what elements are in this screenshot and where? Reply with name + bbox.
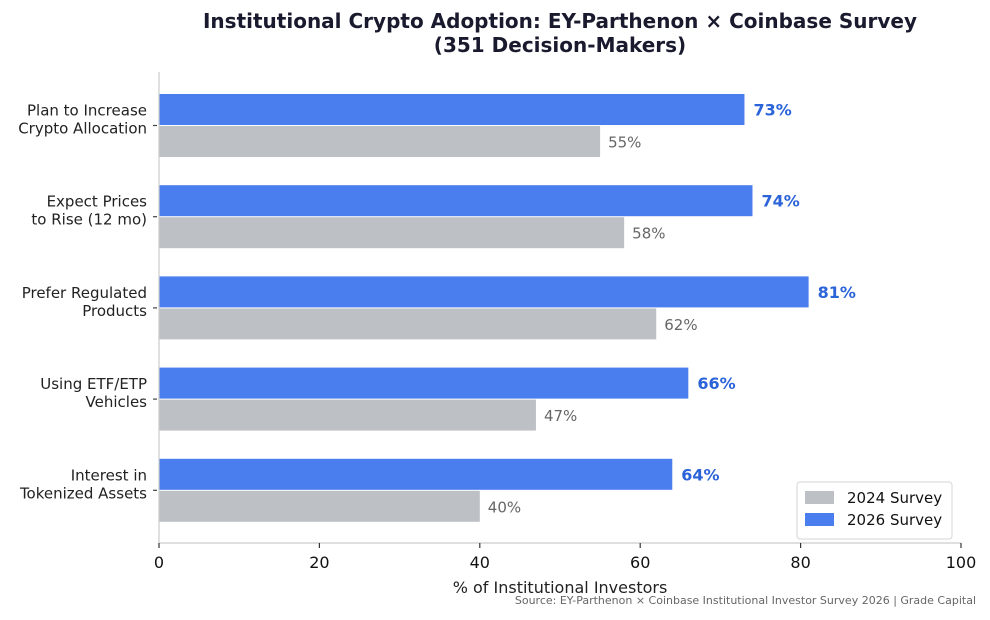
legend-label: 2024 Survey bbox=[847, 489, 942, 507]
bar-2026-survey bbox=[159, 276, 809, 308]
value-labels-layer: 73% 55% 74% 58% 81% 62% 66% 47% 64% 40% bbox=[488, 101, 856, 517]
value-label-2024: 55% bbox=[608, 134, 641, 152]
category-label: Products bbox=[82, 302, 147, 320]
bar-2026-survey bbox=[159, 367, 689, 399]
value-label-2024: 58% bbox=[632, 225, 665, 243]
value-label-2026: 74% bbox=[761, 192, 799, 211]
category-label: Prefer Regulated bbox=[22, 284, 147, 302]
bar-2026-survey bbox=[159, 94, 745, 125]
category-label: Interest in bbox=[71, 466, 147, 484]
category-label: Vehicles bbox=[86, 393, 148, 411]
value-label-2026: 81% bbox=[818, 283, 856, 302]
source-note: Source: EY-Parthenon × Coinbase Institut… bbox=[515, 594, 976, 607]
x-tick-label: 100 bbox=[946, 553, 977, 572]
legend-swatch bbox=[805, 491, 834, 504]
x-tick-label: 60 bbox=[630, 553, 650, 572]
chart-subtitle: (351 Decision-Makers) bbox=[434, 33, 686, 57]
x-tick-label: 20 bbox=[309, 553, 329, 572]
value-label-2024: 40% bbox=[488, 498, 521, 516]
bar-2026-survey bbox=[159, 458, 673, 490]
value-label-2026: 64% bbox=[681, 465, 719, 484]
legend-box bbox=[796, 481, 953, 540]
bar-2024-survey bbox=[159, 490, 480, 522]
x-tick-label: 40 bbox=[470, 553, 490, 572]
category-label: Tokenized Assets bbox=[19, 484, 147, 502]
value-label-2024: 62% bbox=[664, 316, 697, 334]
x-axis-label: % of Institutional Investors bbox=[453, 578, 668, 597]
category-label: Using ETF/ETP bbox=[40, 375, 147, 393]
value-label-2026: 66% bbox=[697, 374, 735, 393]
x-tick-label: 80 bbox=[790, 553, 810, 572]
x-axis: 0 20 40 60 80 100 bbox=[154, 542, 977, 572]
legend-swatch bbox=[805, 513, 834, 526]
legend-label: 2026 Survey bbox=[847, 511, 942, 529]
category-label: Crypto Allocation bbox=[18, 120, 147, 138]
bar-2024-survey bbox=[159, 217, 625, 249]
category-label: Expect Prices bbox=[47, 193, 148, 211]
value-label-2026: 73% bbox=[753, 101, 791, 120]
value-label-2024: 47% bbox=[544, 407, 577, 425]
bar-2024-survey bbox=[159, 399, 536, 431]
chart-title: Institutional Crypto Adoption: EY-Parthe… bbox=[203, 9, 917, 33]
legend: 2024 Survey 2026 Survey bbox=[796, 481, 953, 540]
x-tick-label: 0 bbox=[154, 553, 164, 572]
bars-layer bbox=[159, 94, 809, 522]
category-label: Plan to Increase bbox=[27, 102, 147, 120]
category-label: to Rise (12 mo) bbox=[31, 211, 147, 229]
bar-2024-survey bbox=[159, 126, 601, 157]
bar-2026-survey bbox=[159, 185, 753, 217]
bar-2024-survey bbox=[159, 308, 657, 340]
